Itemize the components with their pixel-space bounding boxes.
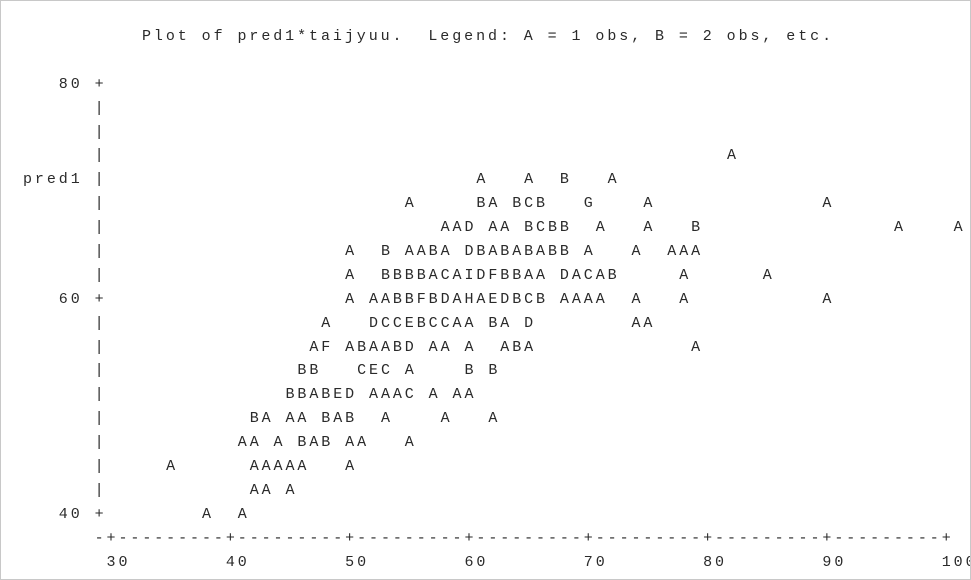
plot-row: | AA A bbox=[23, 481, 298, 499]
x-axis-labels: 30 40 50 60 70 80 90 100 bbox=[23, 553, 971, 571]
plot-row: | A BA BCB G A A bbox=[23, 195, 835, 213]
plot-listing: Plot of pred1*taijyuu. Legend: A = 1 obs… bbox=[23, 25, 971, 574]
plot-row: | bbox=[23, 123, 107, 141]
plot-row: | A B AABA DBABABABB A A AAA bbox=[23, 243, 704, 261]
plot-row: | A bbox=[23, 147, 739, 165]
plot-row: | bbox=[23, 99, 107, 117]
plot-row: | BA AA BAB A A A bbox=[23, 410, 501, 428]
plot-row: 80 + bbox=[23, 75, 107, 93]
plot-row: | A DCCEBCCAA BA D AA bbox=[23, 314, 656, 332]
plot-row: pred1 | A A B A bbox=[23, 171, 620, 189]
plot-row: 60 + A AABBFBDAHAEDBCB AAAA A A A bbox=[23, 290, 835, 308]
plot-row: | A BBBBACAIDFBBAA DACAB A A bbox=[23, 266, 775, 284]
x-axis-line: -+---------+---------+---------+--------… bbox=[23, 529, 954, 547]
plot-row: 40 + A A bbox=[23, 505, 250, 523]
plot-row: | A AAAAA A bbox=[23, 458, 358, 476]
plot-title: Plot of pred1*taijyuu. Legend: A = 1 obs… bbox=[142, 28, 835, 45]
plot-body: 80 + | | | A pred1 | A A B A | A BA BCB G… bbox=[23, 73, 970, 527]
plot-row: | AF ABAABD AA A ABA A bbox=[23, 338, 704, 356]
plot-row: | BB CEC A B B bbox=[23, 362, 501, 380]
plot-row: | AA A BAB AA A bbox=[23, 434, 417, 452]
plot-row: | AAD AA BCBB A A B A A bbox=[23, 219, 966, 237]
plot-row: | BBABED AAAC A AA bbox=[23, 386, 477, 404]
